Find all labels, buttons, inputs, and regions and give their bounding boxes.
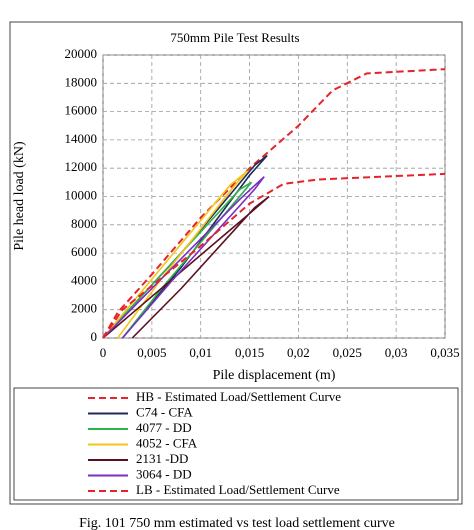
y-tick-label: 4000: [71, 272, 97, 287]
series-line: [102, 172, 446, 339]
series-line: [102, 176, 265, 339]
series-line: [102, 181, 253, 339]
x-tick-label: 0,035: [430, 345, 459, 360]
x-tick-label: 0: [100, 345, 107, 360]
legend-label: C74 - CFA: [136, 404, 193, 419]
x-tick-label: 0,015: [235, 345, 264, 360]
x-axis-label: Pile displacement (m): [213, 368, 336, 383]
series-line: [102, 195, 270, 339]
chart-title: 750mm Pile Test Results: [170, 30, 299, 45]
y-tick-label: 14000: [65, 131, 98, 146]
y-tick-label: 20000: [65, 46, 98, 61]
figure-frame: [9, 21, 463, 505]
y-axis-label: Pile head load (kN): [12, 141, 27, 251]
x-tick-label: 0,02: [287, 345, 310, 360]
legend-label: 4077 - DD: [136, 420, 192, 435]
y-tick-label: 16000: [65, 103, 98, 118]
legend-label: 2131 -DD: [136, 451, 188, 466]
x-tick-label: 0,01: [189, 345, 212, 360]
caption: Fig. 101 750 mm estimated vs test load s…: [79, 516, 395, 530]
legend-frame: [13, 387, 459, 501]
x-tick-label: 0,025: [333, 345, 362, 360]
y-tick-label: 6000: [71, 244, 97, 259]
y-tick-label: 10000: [65, 187, 98, 202]
legend-label: HB - Estimated Load/Settlement Curve: [136, 389, 341, 404]
y-tick-label: 8000: [71, 216, 97, 231]
x-tick-label: 0,03: [385, 345, 408, 360]
legend-label: 3064 - DD: [136, 466, 192, 481]
y-tick-label: 0: [91, 329, 98, 344]
y-tick-label: 18000: [65, 74, 98, 89]
series-line: [102, 68, 446, 339]
series-line: [102, 170, 249, 339]
legend-label: 4052 - CFA: [136, 435, 198, 450]
x-tick-label: 0,005: [137, 345, 166, 360]
legend-label: LB - Estimated Load/Settlement Curve: [136, 482, 340, 497]
y-tick-label: 12000: [65, 159, 98, 174]
y-tick-label: 2000: [71, 301, 97, 316]
